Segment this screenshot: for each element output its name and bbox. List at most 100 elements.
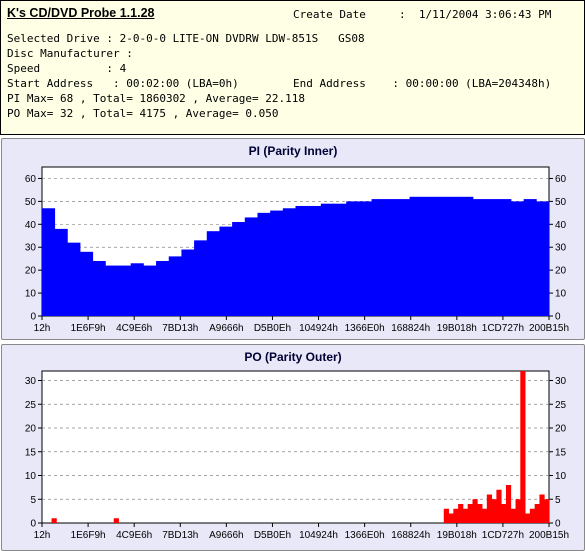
- data-bar: [346, 201, 360, 316]
- data-bar: [358, 201, 372, 316]
- x-tick-label: 7BD13h: [162, 323, 198, 334]
- data-bar: [515, 499, 521, 523]
- data-bar: [448, 513, 454, 523]
- y-tick-label: 30: [25, 376, 37, 387]
- y-tick-label-right: 30: [555, 243, 567, 254]
- data-bar: [525, 513, 531, 523]
- data-bar: [544, 499, 550, 523]
- data-bar: [458, 504, 464, 523]
- x-tick-label: D5B0Eh: [254, 530, 291, 541]
- data-bar: [460, 196, 474, 316]
- data-bar: [491, 499, 497, 523]
- y-tick-label: 10: [25, 471, 37, 482]
- x-tick-label: 12h: [34, 530, 51, 541]
- data-bar: [482, 508, 488, 523]
- x-tick-label: 19B018h: [437, 323, 477, 334]
- x-tick-label: 1366E0h: [345, 530, 385, 541]
- data-bar: [320, 203, 334, 316]
- data-bar: [92, 260, 106, 316]
- data-bar: [105, 265, 119, 316]
- data-bar: [422, 196, 436, 316]
- data-bar: [529, 508, 536, 523]
- data-bar: [80, 251, 94, 316]
- data-bar: [232, 222, 246, 316]
- y-tick-label: 20: [25, 424, 37, 435]
- data-bar: [534, 504, 540, 523]
- data-bar: [453, 508, 459, 523]
- y-tick-label-right: 60: [555, 174, 567, 185]
- data-bar: [295, 205, 309, 316]
- data-bar: [333, 203, 347, 316]
- y-tick-label: 20: [25, 266, 37, 277]
- data-bar: [168, 256, 182, 316]
- pi-chart-panel: PI (Parity Inner) 0 0 10 10 20 20 30 30 40 40 50 50…: [1, 138, 585, 340]
- y-tick-label: 5: [30, 495, 36, 506]
- x-tick-label: 168824h: [391, 530, 430, 541]
- x-tick-label: 1E6F9h: [71, 323, 106, 334]
- data-bar: [539, 494, 545, 523]
- y-tick-label: 15: [25, 447, 37, 458]
- y-tick-label-right: 20: [555, 266, 567, 277]
- data-bar: [505, 485, 512, 523]
- data-bar: [510, 508, 516, 523]
- data-bar: [219, 226, 233, 316]
- y-tick-label-right: 50: [555, 197, 567, 208]
- data-bar: [113, 518, 119, 523]
- data-bar: [130, 263, 144, 316]
- data-bar: [181, 249, 195, 316]
- x-tick-label: 1CD727h: [482, 323, 524, 334]
- data-bar: [257, 212, 271, 316]
- data-bar: [485, 199, 499, 316]
- y-tick-label-right: 20: [555, 424, 567, 435]
- y-tick-label-right: 40: [555, 220, 567, 231]
- x-tick-label: 12h: [34, 323, 51, 334]
- speed: Speed : 4: [7, 62, 127, 75]
- y-tick-label-right: 0: [555, 519, 561, 530]
- pi-chart: 0 0 10 10 20 20 30 30 40 40 50 50 60 60 12h 1E6F9h 4C9E6…: [25, 166, 569, 334]
- end-address: End Address : 00:00:00 (LBA=204348h): [293, 77, 552, 90]
- y-tick-label: 25: [25, 400, 37, 411]
- data-bar: [384, 199, 398, 316]
- y-tick-label-right: 10: [555, 289, 567, 300]
- x-tick-label: 1CD727h: [482, 530, 524, 541]
- data-bar: [118, 265, 132, 316]
- create-date-label: Create Date: [293, 8, 366, 21]
- data-bar: [143, 265, 157, 316]
- app-title: K's CD/DVD Probe 1.1.28: [7, 6, 155, 20]
- x-tick-label: 104924h: [299, 530, 338, 541]
- x-tick-label: 104924h: [299, 323, 338, 334]
- data-bar: [282, 208, 296, 316]
- data-bar: [67, 242, 81, 316]
- data-bar: [501, 504, 507, 523]
- x-tick-label: D5B0Eh: [254, 323, 291, 334]
- plot-area: [41, 370, 550, 524]
- data-bar: [536, 201, 550, 316]
- data-bar: [308, 205, 322, 316]
- data-bar: [520, 371, 526, 523]
- y-tick-label-right: 30: [555, 376, 567, 387]
- info-panel: K's CD/DVD Probe 1.1.28 Create Date : 1/…: [0, 0, 585, 135]
- data-bar: [523, 199, 537, 316]
- po-chart-panel: PO (Parity Outer) 0 0 5 5 10 10 15 15 20 20 25 25 30…: [1, 344, 585, 551]
- x-tick-label: A9666h: [209, 530, 243, 541]
- start-address: Start Address : 00:02:00 (LBA=0h): [7, 77, 239, 90]
- data-bar: [472, 199, 487, 316]
- data-bar: [409, 196, 423, 316]
- data-bar: [206, 231, 220, 316]
- x-tick-label: 7BD13h: [162, 530, 198, 541]
- po-chart-title: PO (Parity Outer): [244, 350, 342, 364]
- y-tick-label-right: 5: [555, 495, 561, 506]
- create-date-value: : 1/11/2004 3:06:43 PM: [399, 8, 552, 21]
- data-bar: [477, 504, 483, 523]
- x-tick-label: 4C9E6h: [116, 530, 152, 541]
- selected-drive: Selected Drive : 2-0-0-0 LITE-ON DVDRW L…: [7, 32, 365, 45]
- y-tick-label: 10: [25, 289, 37, 300]
- x-tick-label: 4C9E6h: [116, 323, 152, 334]
- data-bar: [54, 228, 68, 316]
- y-tick-label-right: 25: [555, 400, 567, 411]
- data-bar: [51, 518, 57, 523]
- data-bar: [496, 489, 502, 523]
- pi-stats: PI Max= 68 , Total= 1860302 , Average= 2…: [7, 92, 306, 105]
- data-bar: [244, 217, 258, 316]
- x-tick-label: 1E6F9h: [71, 530, 106, 541]
